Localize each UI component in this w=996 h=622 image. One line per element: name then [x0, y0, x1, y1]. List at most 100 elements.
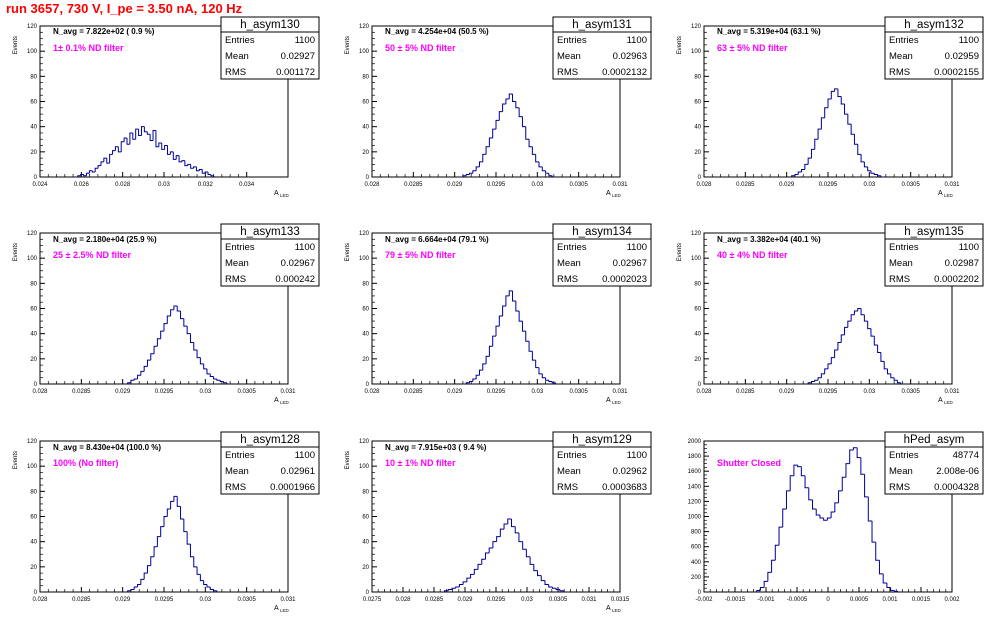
y-axis-title: Events: [13, 451, 19, 469]
histogram-bin: [856, 447, 861, 459]
histogram-bin: [850, 314, 855, 322]
stats-value: 0.0002155: [934, 67, 979, 78]
x-tick-label: 0.0285: [736, 182, 755, 188]
x-tick-label: -0.001: [757, 597, 775, 603]
histogram-bin: [531, 146, 536, 155]
histogram-bin: [508, 93, 513, 99]
y-tick-label: 80: [694, 281, 701, 287]
histogram-bin: [183, 318, 188, 327]
y-tick-label: 0: [366, 590, 370, 596]
y-tick-label: 0: [698, 175, 702, 181]
histogram-bin: [475, 374, 480, 379]
y-tick-label: 80: [30, 281, 37, 287]
histogram-bin: [810, 380, 815, 383]
y-tick-label: 1200: [688, 499, 702, 505]
stats-box-frame: [220, 223, 320, 287]
histogram-bin: [860, 308, 865, 316]
histogram-bin: [887, 368, 891, 375]
y-axis-title: Events: [677, 36, 683, 54]
histogram-bin: [873, 336, 878, 346]
histogram-bin: [508, 290, 513, 296]
histogram-bin: [186, 326, 191, 335]
stats-label: RMS: [225, 67, 246, 78]
y-tick-label: 60: [362, 515, 369, 521]
histogram-bin: [146, 131, 151, 135]
stats-box-frame: [220, 431, 320, 495]
stats-value: 1100: [959, 242, 979, 253]
histogram-bin: [472, 378, 477, 382]
stats-label: Entries: [557, 35, 587, 46]
histogram-bin: [106, 158, 110, 164]
histogram-bin: [170, 309, 174, 317]
histogram-bin: [834, 88, 838, 92]
histogram-bin: [183, 519, 188, 533]
histogram-panel: 0 20 40 60 80 100 120 0.028 0.0285 0.029 0.0295 0.0…: [345, 16, 652, 198]
histogram-bin: [203, 363, 207, 370]
x-tick-label: 0.0305: [901, 389, 920, 395]
stats-value: 48774: [953, 450, 979, 461]
x-axis-title: A: [274, 605, 279, 612]
histogram-bin: [870, 170, 875, 174]
histogram-bin: [867, 321, 871, 330]
histogram-bin: [529, 556, 534, 565]
filter-label: 1± 0.1% ND filter: [53, 43, 124, 53]
histogram-bin: [83, 174, 87, 177]
stats-value: 1100: [295, 450, 315, 461]
y-tick-label: 1600: [688, 469, 702, 475]
histogram-bin: [559, 589, 564, 592]
x-tick-label: 0.03: [531, 389, 543, 395]
stats-box: h_asym128 Entries 1100 Mean 0.02961 RMS 0.0001…: [220, 431, 320, 495]
histogram-bin: [167, 145, 171, 155]
stats-label: Mean: [225, 51, 249, 62]
y-tick-label: 100: [359, 256, 370, 262]
histogram-bin: [206, 368, 211, 375]
x-tick-label: 0.0295: [819, 389, 838, 395]
histogram-bin: [827, 98, 832, 108]
histogram-bin: [158, 142, 162, 147]
histogram-bin: [216, 378, 221, 381]
histogram-bin: [782, 508, 787, 528]
histogram-bin: [515, 300, 520, 312]
histogram-bin: [797, 465, 802, 468]
histogram-bin: [545, 170, 549, 174]
y-tick-label: 0: [698, 382, 702, 388]
histogram-bin: [763, 580, 768, 588]
histogram-bin: [86, 172, 90, 176]
y-tick-label: 400: [691, 560, 702, 566]
histogram-bin: [140, 370, 145, 376]
navg-label: N_avg = 8.430e+04 (100.0 %): [53, 443, 161, 452]
histogram-bin: [808, 487, 813, 501]
x-tick-label: 0.03: [531, 182, 543, 188]
histogram-panel: 0 20 40 60 80 100 120 0.028 0.0285 0.029 0.0295 0.0…: [345, 223, 652, 405]
y-tick-label: 40: [694, 125, 701, 131]
histogram-bin: [488, 137, 493, 147]
x-tick-label: 0.0285: [72, 597, 91, 603]
y-tick-label: 120: [359, 439, 370, 445]
y-tick-label: 60: [362, 100, 369, 106]
x-tick-label: 0.0295: [155, 597, 174, 603]
histogram-bin: [837, 341, 842, 351]
histogram-bin: [548, 173, 553, 177]
histogram-bin: [824, 107, 828, 118]
x-tick-label: 0.0295: [487, 389, 506, 395]
histogram-bin: [455, 586, 460, 589]
x-tick-label: 0.031: [944, 182, 960, 188]
stats-box: h_asym133 Entries 1100 Mean 0.02967 RMS 0.0002…: [220, 223, 320, 287]
stats-value: 0.02967: [613, 258, 647, 269]
stats-box-frame: [552, 431, 652, 495]
histogram-bin: [870, 328, 875, 337]
histogram-bin: [156, 536, 161, 547]
histogram-bin: [864, 474, 869, 498]
histogram-bin: [778, 526, 783, 546]
y-tick-label: 40: [30, 125, 37, 131]
y-axis-title: Events: [13, 243, 19, 261]
stats-label: Mean: [889, 466, 913, 477]
histogram-bin: [814, 379, 819, 382]
histogram-bin: [213, 589, 217, 592]
histogram-bin: [140, 126, 145, 136]
histogram-bin: [860, 154, 865, 163]
histogram-bin: [890, 373, 895, 379]
histogram-bin: [756, 589, 761, 592]
histogram-bin: [838, 490, 843, 503]
histogram-bin: [133, 378, 138, 381]
